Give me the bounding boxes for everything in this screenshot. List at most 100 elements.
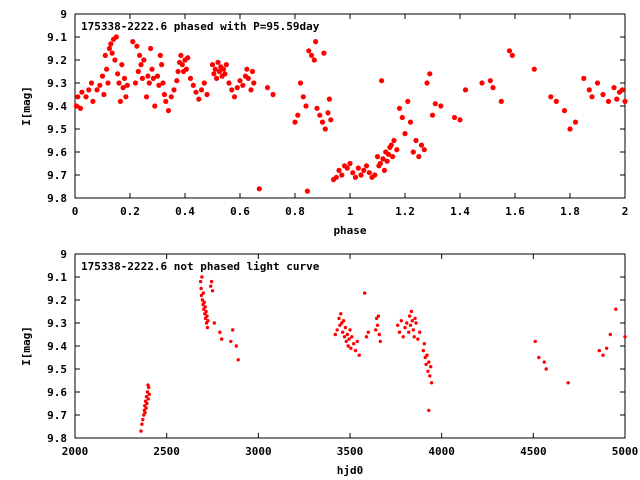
y-tick-label: 9.7	[47, 169, 67, 182]
data-point	[396, 105, 403, 111]
data-point	[424, 80, 430, 86]
data-point	[553, 98, 559, 104]
x-tick-label: 3000	[245, 445, 272, 458]
data-point	[270, 91, 276, 98]
data-point	[339, 172, 345, 178]
data-point	[405, 98, 411, 104]
data-point	[229, 87, 235, 93]
data-point	[112, 57, 118, 63]
data-point	[209, 284, 213, 288]
data-point	[378, 339, 382, 344]
data-point	[147, 385, 151, 390]
data-point	[150, 75, 156, 81]
x-tick-label: 4500	[520, 445, 547, 458]
data-point	[490, 85, 496, 91]
data-point	[337, 316, 341, 321]
data-point	[567, 126, 573, 132]
data-point	[544, 367, 548, 371]
data-point	[407, 119, 414, 125]
data-point	[344, 165, 350, 171]
data-point	[308, 52, 315, 59]
data-point	[121, 75, 128, 81]
data-point	[424, 362, 428, 367]
data-point	[429, 381, 434, 385]
data-point	[333, 174, 339, 180]
data-point	[336, 167, 342, 173]
data-point	[143, 94, 150, 100]
data-point	[498, 98, 504, 104]
y-tick-label: 9.4	[47, 100, 67, 113]
data-point	[99, 73, 106, 79]
data-point	[109, 50, 115, 56]
data-point	[390, 154, 396, 160]
data-point	[391, 137, 397, 144]
data-point	[352, 174, 359, 180]
data-point	[209, 62, 216, 68]
data-point	[375, 323, 380, 327]
data-point	[134, 43, 140, 49]
x-tick-label: 0.2	[120, 205, 140, 218]
data-point	[204, 91, 210, 98]
data-point	[143, 411, 147, 415]
data-point	[350, 170, 356, 176]
data-point	[229, 339, 233, 344]
data-point	[423, 355, 427, 360]
data-point	[216, 68, 222, 75]
data-point	[187, 75, 194, 81]
data-point	[566, 381, 570, 385]
data-point	[338, 323, 342, 327]
data-point	[372, 172, 378, 178]
data-point	[185, 55, 191, 61]
data-point	[623, 335, 627, 339]
x-axis-ticks: 0 0.2 0.4 0.6 0.8 1 1.2 1.4 1.6 1.8 2	[72, 14, 628, 218]
data-point	[619, 87, 625, 93]
data-point	[366, 330, 370, 334]
data-point	[171, 87, 177, 93]
data-point	[597, 348, 601, 353]
data-point	[231, 94, 238, 100]
data-point	[237, 78, 243, 84]
data-point	[251, 80, 257, 86]
data-point	[509, 52, 515, 59]
data-point	[141, 417, 145, 422]
data-point	[429, 112, 436, 118]
data-point	[306, 48, 312, 54]
data-point	[145, 390, 150, 394]
data-point	[344, 339, 348, 344]
data-point	[614, 307, 618, 311]
data-point	[416, 154, 422, 160]
x-tick-label: 2000	[62, 445, 89, 458]
data-point	[401, 335, 405, 339]
y-tick-label: 9.2	[47, 294, 67, 307]
data-point	[144, 406, 148, 410]
data-point	[101, 91, 107, 98]
data-point	[611, 85, 617, 91]
unphased-light-curve-panel: 175338-2222.6 not phased light curve 200…	[20, 248, 638, 477]
x-tick-label: 1.8	[560, 205, 580, 218]
data-point	[364, 335, 369, 339]
data-point	[429, 365, 433, 369]
data-point	[201, 80, 207, 86]
data-point	[236, 358, 240, 362]
x-tick-label: 4000	[428, 445, 455, 458]
data-point	[586, 87, 592, 93]
data-point	[205, 314, 209, 318]
data-point	[561, 108, 568, 114]
data-point	[212, 321, 216, 325]
data-point	[90, 98, 96, 104]
data-point	[353, 348, 358, 353]
data-point	[120, 85, 126, 91]
data-point	[200, 298, 205, 302]
data-point	[83, 94, 89, 100]
x-tick-label: 1.2	[395, 205, 415, 218]
data-point	[163, 98, 169, 104]
data-point	[402, 131, 408, 137]
data-point	[94, 87, 100, 93]
data-point	[341, 330, 345, 334]
data-point	[209, 279, 214, 284]
x-tick-label: 0.8	[285, 205, 305, 218]
data-point	[145, 401, 149, 406]
data-point	[341, 319, 346, 323]
data-point	[384, 158, 390, 164]
data-point	[206, 319, 210, 323]
